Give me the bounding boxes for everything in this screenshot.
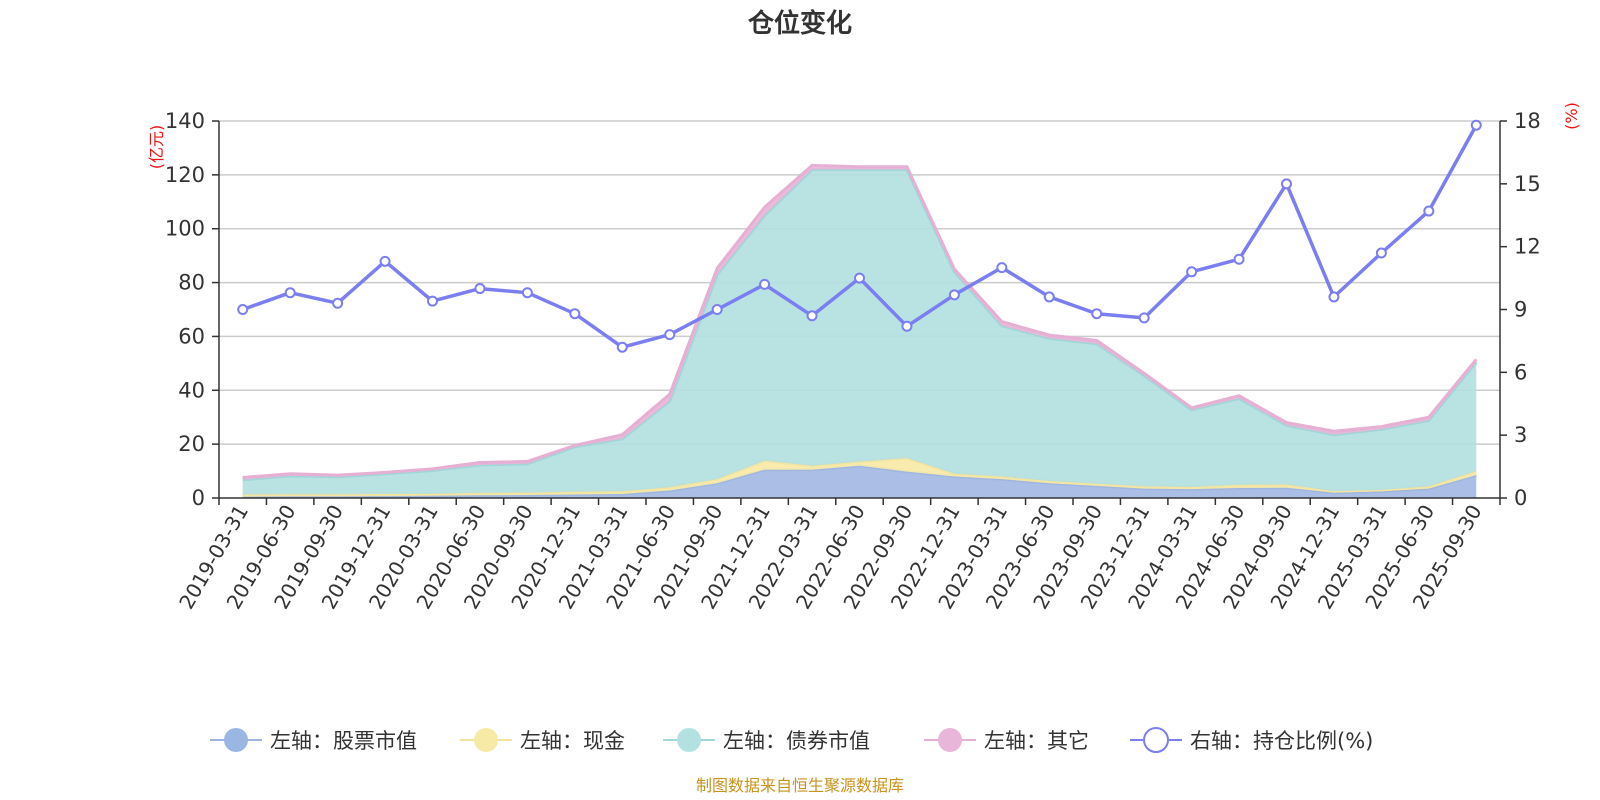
holding-ratio-point: [854, 272, 865, 284]
data-source-note: 制图数据来自恒生聚源数据库: [696, 776, 904, 795]
area-edge-左轴：其它: [242, 163, 1478, 479]
holding-ratio-point: [1091, 308, 1103, 320]
holding-ratio-series: [237, 119, 1482, 353]
legend-marker: [474, 728, 498, 752]
legend-marker: [224, 728, 248, 752]
left-axis-tick-label: 120: [165, 163, 205, 187]
holding-ratio-point: [806, 310, 818, 322]
legend-label: 左轴：债券市值: [723, 729, 870, 753]
holding-ratio-point: [474, 283, 486, 295]
left-axis-tick-label: 60: [178, 324, 205, 348]
left-axis-tick-label: 100: [165, 217, 205, 241]
right-axis-tick-label: 3: [1514, 423, 1527, 447]
right-axis-tick-label: 6: [1514, 360, 1527, 384]
holding-ratio-point: [616, 341, 628, 353]
holding-ratio-point: [711, 304, 723, 315]
right-axis-unit: (%): [1562, 102, 1581, 130]
holding-ratio-point: [1186, 266, 1198, 278]
legend-label: 左轴：现金: [520, 729, 625, 753]
holding-ratio-point: [521, 287, 533, 299]
holding-ratio-point: [1043, 291, 1055, 303]
left-axis-tick-label: 140: [165, 109, 205, 133]
holding-ratio-point: [1328, 291, 1340, 303]
holding-ratio-point: [1470, 119, 1482, 131]
holding-ratio-point: [996, 262, 1008, 274]
holding-ratio-point: [237, 304, 249, 315]
holding-ratio-point: [379, 255, 391, 267]
left-axis-tick-label: 80: [178, 271, 205, 295]
legend-label: 右轴：持仓比例(%): [1190, 729, 1373, 753]
right-axis-tick-label: 15: [1514, 172, 1541, 196]
left-axis-tick-label: 0: [192, 486, 205, 510]
holding-ratio-point: [901, 320, 913, 332]
legend-marker: [677, 728, 701, 752]
right-axis-tick-label: 12: [1514, 235, 1541, 259]
holding-ratio-point: [427, 295, 438, 307]
chart-title: 仓位变化: [747, 8, 852, 39]
legend-marker: [938, 728, 962, 752]
left-axis-tick-label: 40: [178, 378, 205, 402]
legend-label: 左轴：其它: [984, 729, 1089, 753]
right-axis-tick-label: 9: [1514, 298, 1527, 322]
legend-label: 左轴：股票市值: [270, 729, 417, 753]
holding-ratio-point: [569, 308, 581, 320]
holding-ratio-point: [759, 278, 771, 290]
legend: 左轴：股票市值 左轴：现金 左轴：债券市值 左轴：其它 右轴：持仓比例(%): [210, 727, 1373, 753]
holding-ratio-point: [1233, 253, 1245, 265]
holding-ratio-point: [1423, 205, 1435, 217]
legend-marker: [1143, 727, 1169, 753]
holding-ratio-point: [1281, 178, 1292, 190]
area-左轴：债券市值: [242, 169, 1477, 495]
right-axis-tick-label: 18: [1514, 109, 1541, 133]
holding-ratio-point: [948, 289, 960, 301]
left-axis-tick-label: 20: [178, 432, 205, 456]
area-series: [242, 163, 1478, 499]
holding-ratio-point: [1375, 247, 1387, 259]
holding-ratio-point: [1138, 312, 1150, 324]
holding-ratio-point: [664, 329, 676, 341]
left-axis-unit: (亿元): [147, 125, 166, 170]
right-axis-tick-label: 0: [1514, 486, 1527, 510]
holding-ratio-point: [332, 297, 344, 309]
holding-ratio-point: [284, 287, 296, 299]
